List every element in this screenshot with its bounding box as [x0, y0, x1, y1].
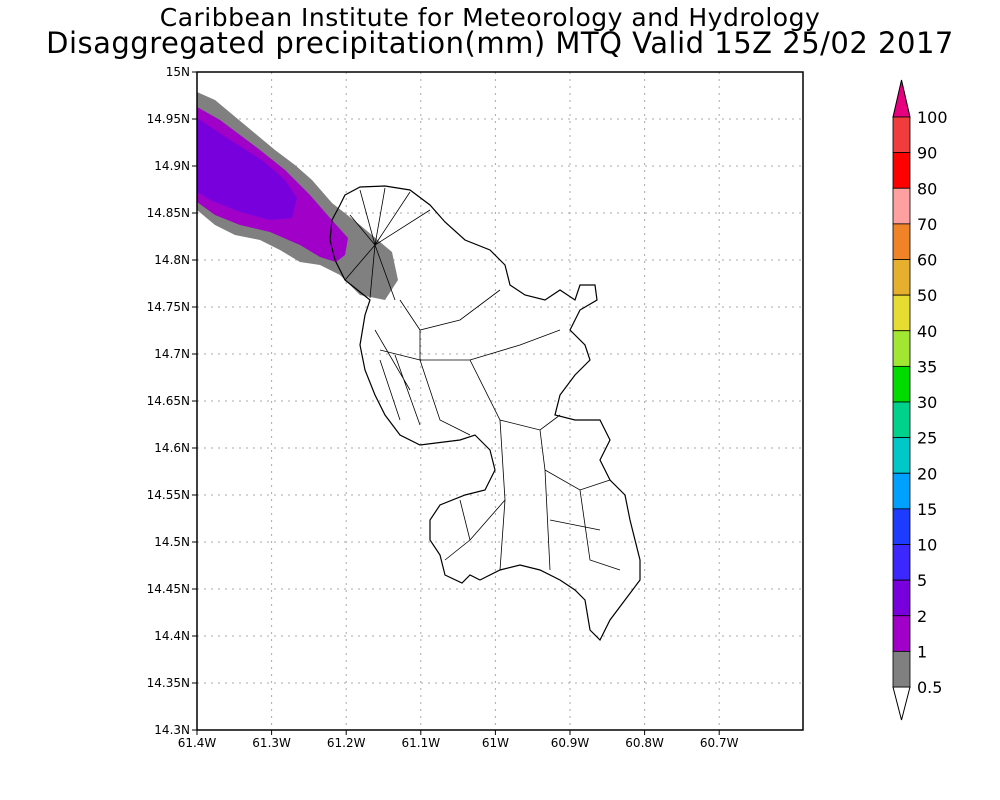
precip-2-5mm — [197, 118, 297, 220]
lon-tick-label: 61.1W — [402, 736, 441, 750]
colorbar-label: 60 — [917, 251, 937, 270]
latitude-axis: 15N 14.95N 14.9N 14.85N 14.8N 14.75N 14.7N 14.6… — [147, 65, 197, 737]
colorbar-label: 1 — [917, 642, 927, 661]
lat-tick-label: 14.45N — [147, 582, 190, 596]
lat-tick-label: 14.35N — [147, 676, 190, 690]
colorbar-top-arrow — [892, 79, 911, 118]
commune-boundaries — [344, 187, 621, 571]
colorbar-label: 25 — [917, 429, 937, 448]
colorbar-label: 0.5 — [917, 678, 942, 697]
lat-tick-label: 14.55N — [147, 488, 190, 502]
colorbar-label: 50 — [917, 286, 937, 305]
colorbar-label: 100 — [917, 108, 948, 127]
colorbar-label: 10 — [917, 536, 937, 555]
colorbar-segment — [892, 401, 911, 439]
lon-tick-label: 61.3W — [252, 736, 291, 750]
colorbar-label: 90 — [917, 144, 937, 163]
colorbar-segment — [892, 294, 911, 332]
colorbar-label: 30 — [917, 393, 937, 412]
lat-tick-label: 14.75N — [147, 300, 190, 314]
colorbar-label: 80 — [917, 179, 937, 198]
colorbar-label: 35 — [917, 357, 937, 376]
colorbar-segment — [892, 544, 911, 581]
colorbar-label: 15 — [917, 500, 937, 519]
lat-tick-label: 14.3N — [154, 723, 190, 737]
colorbar-legend: 100 90 80 70 60 50 40 35 30 25 20 15 10 5 2 1 0.5 — [892, 79, 948, 721]
chart-title-product: Disaggregated precipitation(mm) MTQ Vali… — [46, 26, 954, 60]
colorbar-segment — [892, 116, 911, 154]
colorbar-segment — [892, 508, 911, 545]
colorbar-segment — [892, 437, 911, 474]
colorbar-label: 20 — [917, 464, 937, 483]
colorbar-segment — [892, 330, 911, 367]
lon-tick-label: 60.8W — [625, 736, 664, 750]
colorbar-label: 70 — [917, 215, 937, 234]
colorbar-segment — [892, 187, 911, 225]
longitude-axis: 61.4W 61.3W 61.2W 61.1W 61W 60.9W 60.8W 60.7W — [178, 730, 739, 750]
lat-tick-label: 15N — [166, 65, 190, 79]
lat-tick-label: 14.7N — [154, 347, 190, 361]
colorbar-segment — [892, 365, 911, 403]
colorbar-segment — [892, 472, 911, 510]
lat-tick-label: 14.6N — [154, 441, 190, 455]
lat-tick-label: 14.4N — [154, 629, 190, 643]
lon-tick-label: 61.2W — [327, 736, 366, 750]
martinique-coastline — [329, 185, 641, 642]
colorbar-segment — [892, 579, 911, 617]
colorbar-label: 5 — [917, 571, 927, 590]
colorbar-segment — [892, 615, 911, 652]
lat-tick-label: 14.65N — [147, 394, 190, 408]
colorbar-segment — [892, 152, 911, 189]
lat-tick-label: 14.9N — [154, 159, 190, 173]
lon-tick-label: 60.7W — [700, 736, 739, 750]
chart-title-institution: Caribbean Institute for Meteorology and … — [159, 3, 821, 32]
colorbar-segment — [892, 223, 911, 260]
lat-tick-label: 14.85N — [147, 206, 190, 220]
lon-tick-label: 61W — [482, 736, 509, 750]
colorbar-segment — [892, 259, 911, 296]
colorbar-segment — [892, 650, 911, 688]
lat-tick-label: 14.8N — [154, 253, 190, 267]
lat-tick-label: 14.95N — [147, 112, 190, 126]
colorbar-bottom-arrow — [892, 686, 911, 721]
lat-tick-label: 14.5N — [154, 535, 190, 549]
colorbar-label: 2 — [917, 607, 927, 626]
lon-tick-label: 61.4W — [178, 736, 217, 750]
lon-tick-label: 60.9W — [551, 736, 590, 750]
colorbar-label: 40 — [917, 322, 937, 341]
